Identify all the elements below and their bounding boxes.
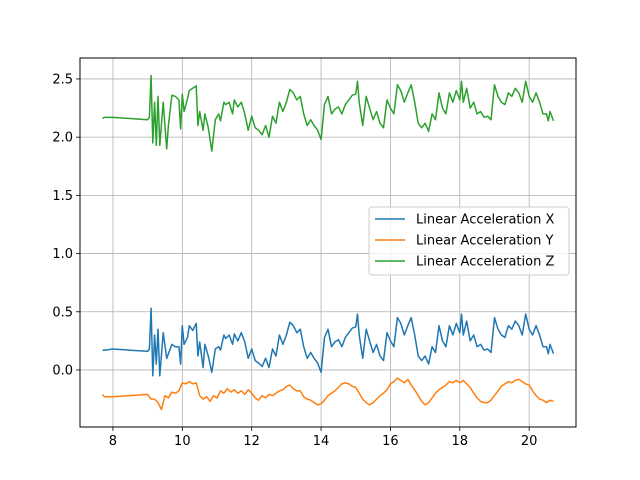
legend-label-2: Linear Acceleration Y [416, 234, 553, 249]
y-tick-label: 2.5 [52, 72, 73, 87]
x-tick-label: 8 [109, 434, 117, 449]
series-layer [101, 74, 555, 411]
legend-label-3: Linear Acceleration Z [416, 255, 554, 270]
y-tick-label: 0.0 [52, 363, 73, 378]
y-tick-label: 2.0 [52, 131, 73, 146]
x-tick-label: 18 [452, 434, 469, 449]
y-axis: 0.0 0.5 1.0 1.5 2.0 2.5 [52, 72, 80, 378]
series-line-3 [102, 74, 555, 152]
x-tick-label: 12 [243, 434, 260, 449]
legend: Linear Acceleration X Linear Acceleration… [368, 206, 570, 276]
x-tick-label: 10 [174, 434, 191, 449]
legend-box [368, 206, 570, 276]
x-axis: 8 10 12 14 16 18 20 [109, 427, 538, 449]
y-tick-label: 0.5 [52, 305, 73, 320]
series-line-2 [101, 377, 554, 411]
legend-label-1: Linear Acceleration X [416, 213, 554, 228]
x-tick-label: 20 [521, 434, 538, 449]
series-line-1 [102, 307, 555, 377]
x-tick-label: 14 [313, 434, 330, 449]
plot-frame [79, 57, 577, 428]
x-tick-label: 16 [382, 434, 399, 449]
y-tick-label: 1.5 [52, 189, 73, 204]
y-tick-label: 1.0 [52, 247, 73, 262]
